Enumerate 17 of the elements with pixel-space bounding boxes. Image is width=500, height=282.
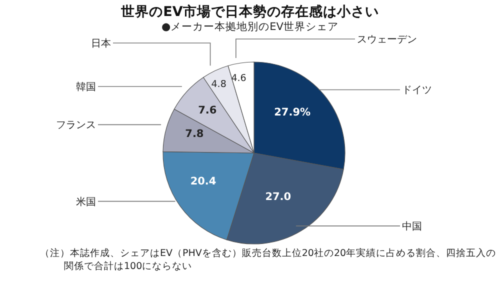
slice-label: 中国 <box>402 220 422 232</box>
slice-label: スウェーデン <box>357 34 417 46</box>
data-label: 7.8 <box>185 128 204 140</box>
data-label: 7.6 <box>198 104 217 117</box>
slice-label: 日本 <box>91 38 111 50</box>
slice-label: 米国 <box>76 196 96 208</box>
slice-label: ドイツ <box>402 85 432 96</box>
chart-title: 世界のEV市場で日本勢の存在感は小さい <box>120 3 380 21</box>
data-label: 4.8 <box>211 79 226 90</box>
data-label: 27.0 <box>265 190 292 203</box>
data-label: 27.9% <box>274 106 312 119</box>
data-label: 4.6 <box>231 73 246 84</box>
text: （注）本誌作成、シェアはEV（PHVを含む）販売台数上位20社の20年実績に占める割合、四捨五入の関係で合計は100にならない <box>40 247 498 273</box>
slice-label: 韓国 <box>76 80 96 93</box>
slice-label: フランス <box>56 120 96 132</box>
data-label: 20.4 <box>190 176 216 188</box>
chart-subtitle: ●メーカー本拠地別のEV世界シェア <box>160 20 340 34</box>
